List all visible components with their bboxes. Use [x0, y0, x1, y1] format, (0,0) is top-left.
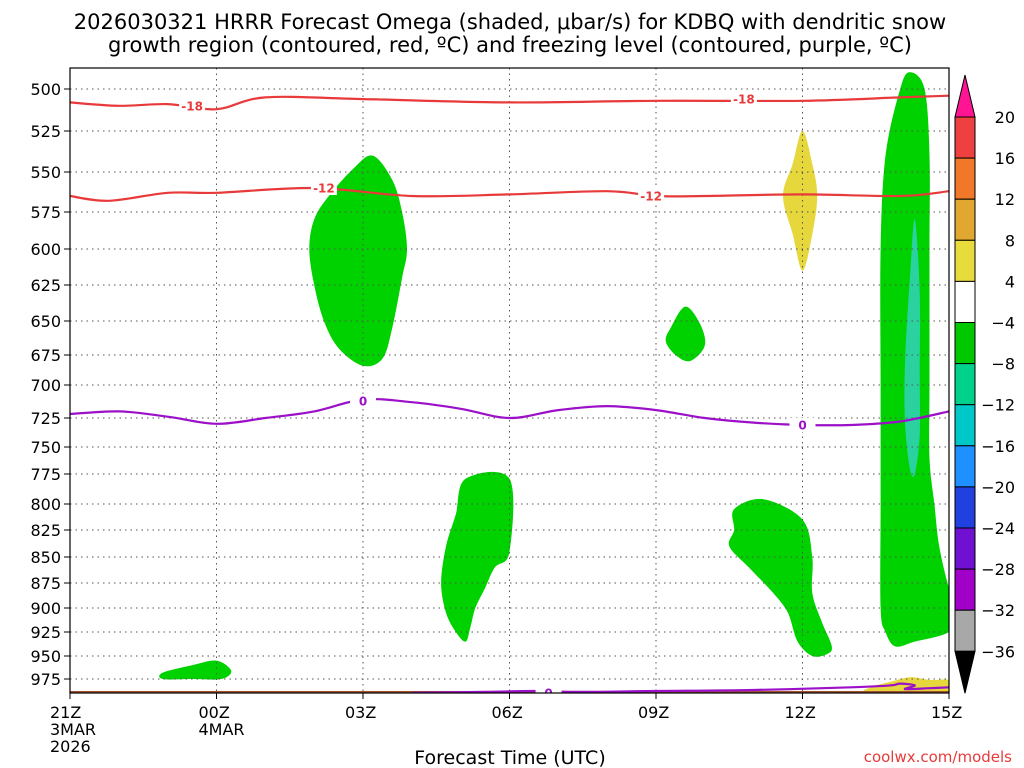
colorbar-label: 4	[1005, 272, 1015, 291]
colorbar-swatch	[955, 446, 975, 487]
omega-region-surface-green-00z	[159, 660, 231, 679]
colorbar-label: 20	[995, 108, 1015, 127]
xtick-label-09Z: 09Z	[638, 703, 669, 722]
ytick-label-600: 600	[30, 240, 61, 259]
colorbar-swatch	[955, 117, 975, 158]
ytick-label-975: 975	[30, 670, 61, 689]
x-axis-label: Forecast Time (UTC)	[414, 747, 605, 768]
ytick-label-825: 825	[30, 521, 61, 540]
colorbar-label: 12	[995, 190, 1015, 209]
omega-time-height-chart: 2026030321 HRRR Forecast Omega (shaded, …	[0, 0, 1024, 768]
grid-lines	[70, 68, 949, 693]
colorbar-swatch	[955, 199, 975, 240]
colorbar-label: −20	[981, 478, 1015, 497]
colorbar-swatch	[955, 569, 975, 610]
colorbar-swatch	[955, 528, 975, 569]
contour-label-isotherm-minus18: -18	[181, 99, 203, 113]
ytick-label-700: 700	[30, 376, 61, 395]
xtick-label-15Z: 15Z	[931, 703, 962, 722]
contour-label-isotherm-minus12: -12	[313, 182, 335, 196]
contour-label-isotherm-minus12: -12	[640, 190, 662, 204]
omega-colorbar: 20 16 12 8 4 −4 −8 −12 −16 −20 −24 −28 −32 −36	[955, 75, 1015, 693]
colorbar-swatch	[955, 240, 975, 281]
ytick-label-550: 550	[30, 163, 61, 182]
colorbar-label: −28	[981, 560, 1015, 579]
colorbar-swatch	[955, 610, 975, 651]
ytick-label-950: 950	[30, 647, 61, 666]
ytick-label-650: 650	[30, 312, 61, 331]
omega-region-lower-green-11z	[729, 499, 832, 657]
colorbar-label: 16	[995, 149, 1015, 168]
colorbar-swatch	[955, 364, 975, 405]
ytick-label-750: 750	[30, 438, 61, 457]
colorbar-label: −24	[981, 519, 1015, 538]
colorbar-label: −4	[991, 314, 1015, 333]
ytick-label-525: 525	[30, 122, 61, 141]
xtick-label-12Z: 12Z	[785, 703, 816, 722]
ytick-label-675: 675	[30, 346, 61, 365]
ytick-label-875: 875	[30, 574, 61, 593]
ytick-label-500: 500	[30, 80, 61, 99]
chart-title-line2: growth region (contoured, red, ºC) and f…	[108, 33, 912, 57]
ytick-label-800: 800	[30, 495, 61, 514]
colorbar-swatch	[955, 281, 975, 322]
colorbar-label: −32	[981, 601, 1015, 620]
pressure-axis: 500 525 550 575 600 625 650 675 700 725 750 775 800 8…	[30, 80, 70, 689]
ytick-label-775: 775	[30, 465, 61, 484]
chart-title-line1: 2026030321 HRRR Forecast Omega (shaded, …	[74, 10, 946, 34]
omega-shaded-regions	[159, 72, 966, 692]
ytick-label-625: 625	[30, 276, 61, 295]
colorbar-label: 8	[1005, 231, 1015, 250]
ytick-label-850: 850	[30, 548, 61, 567]
contour-label-freezing-level-0c: 0	[359, 394, 367, 408]
ytick-label-575: 575	[30, 203, 61, 222]
xtick-sublabel-year: 2026	[50, 737, 91, 756]
omega-region-yellow-12z-upper	[783, 131, 817, 271]
xtick-label-03Z: 03Z	[345, 703, 376, 722]
ytick-label-725: 725	[30, 409, 61, 428]
credit-text: coolwx.com/models	[864, 748, 1012, 766]
colorbar-swatch	[955, 405, 975, 446]
colorbar-label: −8	[991, 355, 1015, 374]
omega-region-small-green-09z	[666, 307, 706, 362]
contour-label-isotherm-minus18: -18	[733, 93, 755, 107]
colorbar-label: −12	[981, 396, 1015, 415]
xtick-sublabel-date: 4MAR	[199, 720, 245, 739]
colorbar-swatch	[955, 323, 975, 364]
colorbar-top-arrow	[955, 75, 975, 117]
ytick-label-925: 925	[30, 623, 61, 642]
ytick-label-900: 900	[30, 599, 61, 618]
colorbar-label: −16	[981, 437, 1015, 456]
xtick-label-06Z: 06Z	[492, 703, 523, 722]
colorbar-swatch	[955, 487, 975, 528]
colorbar-swatch	[955, 158, 975, 199]
colorbar-bottom-arrow	[955, 651, 975, 693]
colorbar-label: −36	[981, 642, 1015, 661]
contour-label-freezing-level-0c: 0	[798, 418, 806, 432]
